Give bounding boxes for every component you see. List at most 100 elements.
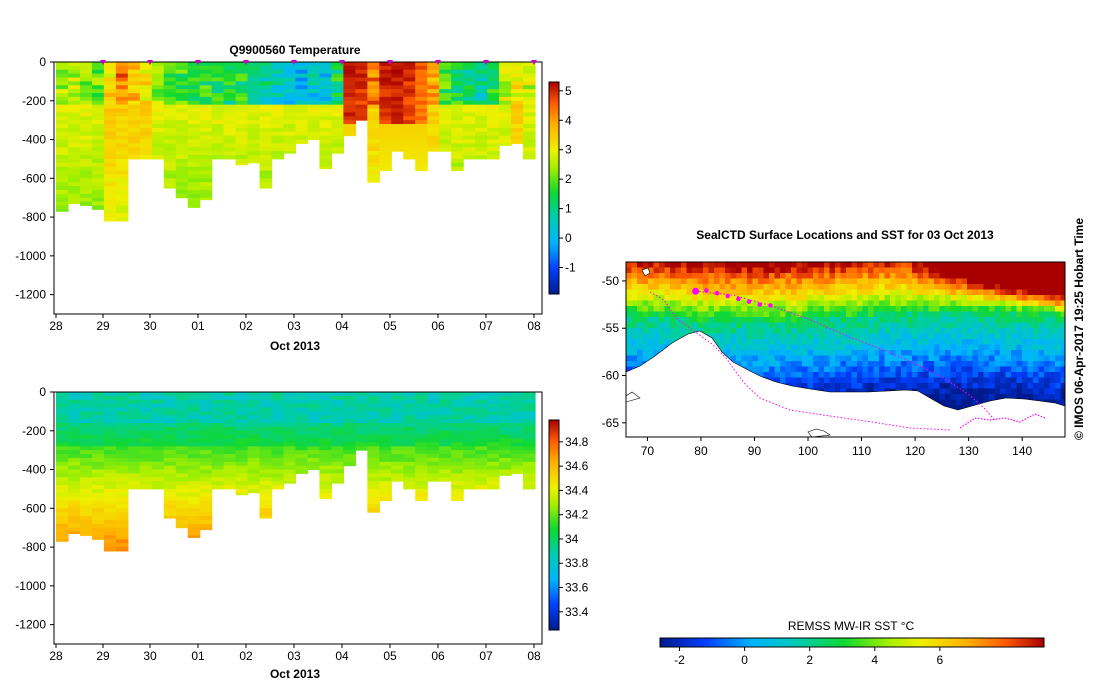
sst-cell xyxy=(637,262,643,268)
salinity-cell xyxy=(223,473,237,478)
temperature-cell xyxy=(379,93,392,98)
temperature-cell xyxy=(367,108,380,113)
salinity-cell xyxy=(475,442,488,447)
sst-cell xyxy=(747,333,753,340)
temperature-cell xyxy=(91,93,105,98)
sst-cell xyxy=(851,355,858,362)
salinity-cell xyxy=(391,446,404,451)
sst-cell xyxy=(1000,355,1006,362)
temperature-cell xyxy=(235,124,249,129)
temperature-cell xyxy=(175,182,189,187)
sst-cell xyxy=(741,333,748,340)
temperature-cell xyxy=(259,151,273,156)
sst-cell xyxy=(796,322,803,329)
temperature-cell xyxy=(463,73,476,79)
sst-cell xyxy=(945,366,951,373)
sst-cell xyxy=(906,366,913,373)
temperature-cell xyxy=(151,135,165,141)
temperature-cell xyxy=(175,77,189,82)
temperature-cell xyxy=(331,127,344,133)
salinity-cell xyxy=(223,411,237,416)
salinity-cell xyxy=(439,392,452,397)
sst-cell xyxy=(1044,311,1050,318)
temperature-cell xyxy=(319,85,333,90)
sst-cell xyxy=(681,273,687,279)
salinity-cell xyxy=(223,461,237,467)
sst-cell xyxy=(972,267,979,274)
temperature-cell xyxy=(475,85,488,90)
sst-cell xyxy=(989,273,995,279)
temperature-cell xyxy=(199,158,213,164)
temperature-cell xyxy=(127,127,141,133)
temperature-cell xyxy=(127,69,141,75)
salinity-cell xyxy=(523,430,536,436)
salinity-cell xyxy=(415,461,428,467)
salinity-cell xyxy=(415,457,428,463)
sst-cell xyxy=(917,300,924,307)
salinity-cell xyxy=(319,473,333,478)
sst-cell xyxy=(758,311,764,318)
temperature-cell xyxy=(56,189,69,195)
salinity-cell xyxy=(499,426,512,432)
sst-cell xyxy=(967,372,973,378)
sst-cell xyxy=(1000,383,1006,389)
temperature-cell xyxy=(295,124,309,129)
salinity-cell xyxy=(511,469,524,474)
temperature-cell xyxy=(367,89,380,94)
sst-cell xyxy=(730,344,737,351)
sst-cell xyxy=(879,333,885,340)
sst-cell xyxy=(1038,289,1045,296)
salinity-cell xyxy=(259,512,273,517)
sst-cell xyxy=(895,322,902,329)
sst-cell xyxy=(1011,344,1017,351)
salinity-cell xyxy=(247,423,261,428)
temperature-cell xyxy=(355,69,368,75)
sst-cell xyxy=(736,355,742,362)
salinity-cell xyxy=(91,438,105,443)
sst-cell xyxy=(862,366,869,373)
temperature-cell xyxy=(463,100,476,106)
sst-cell xyxy=(637,328,643,334)
temperature-cell xyxy=(67,197,81,203)
salinity-cell xyxy=(427,399,440,405)
sst-cell xyxy=(774,295,781,301)
temperature-cell xyxy=(91,69,105,75)
sst-cell xyxy=(648,295,654,301)
sst-cell xyxy=(807,322,814,329)
sst-cell xyxy=(901,267,907,274)
sst-cell xyxy=(879,311,885,318)
sst-cell xyxy=(851,278,858,285)
sst-cell xyxy=(862,361,869,367)
sst-cell xyxy=(1000,328,1006,334)
temperature-panel: Q9900560 Temperature 0-200-400-600-800-1… xyxy=(15,43,576,353)
salinity-cell xyxy=(463,438,476,443)
salinity-cell xyxy=(139,419,153,424)
sst-cell xyxy=(780,273,786,279)
temperature-cell xyxy=(427,143,440,148)
sst-cell xyxy=(857,344,863,351)
temperature-cell xyxy=(56,104,69,110)
sst-cell xyxy=(736,333,742,340)
sst-cell xyxy=(862,344,869,351)
sst-cell xyxy=(807,289,814,296)
sst-cell xyxy=(807,377,814,384)
temperature-cell xyxy=(343,77,356,82)
temperature-cell xyxy=(56,166,69,172)
sst-cell xyxy=(824,344,830,351)
salinity-cell xyxy=(427,465,440,471)
temperature-cell xyxy=(271,108,285,113)
salinity-cell xyxy=(127,450,141,455)
sst-cell xyxy=(862,273,869,279)
salinity-cell xyxy=(103,504,117,509)
salinity-cell xyxy=(199,523,213,529)
temperature-cell xyxy=(223,62,237,67)
sst-cell xyxy=(1055,366,1061,373)
salinity-cell xyxy=(56,454,69,459)
sst-cell xyxy=(945,284,951,290)
temperature-cell xyxy=(451,108,464,113)
sst-cell xyxy=(791,273,797,279)
salinity-cbar-tick-label: 33.4 xyxy=(565,605,589,619)
sst-cell xyxy=(747,273,753,279)
salinity-cell xyxy=(259,504,273,509)
sst-cell xyxy=(763,372,770,378)
